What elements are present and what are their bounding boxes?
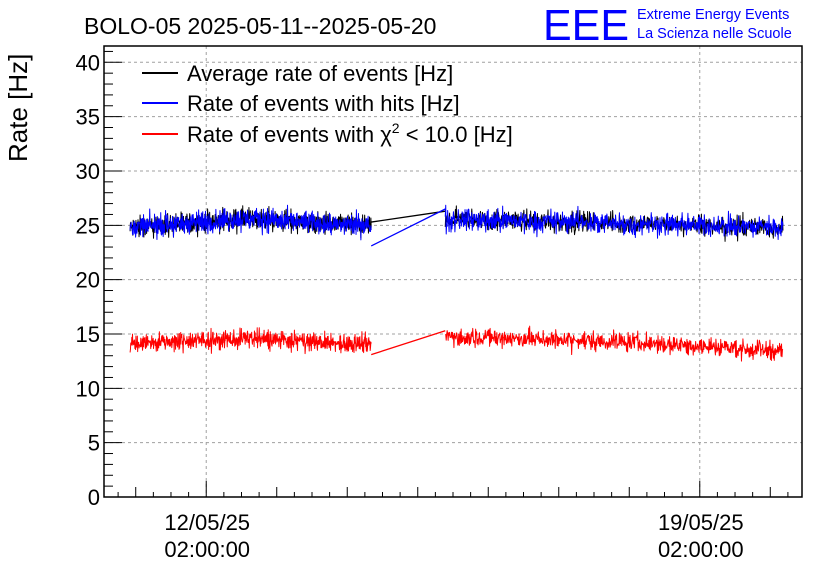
y-tick-label: 15	[76, 322, 100, 347]
x-tick-label-date: 12/05/25	[164, 510, 250, 535]
x-tick-label-time: 02:00:00	[658, 537, 744, 562]
legend-label-0: Average rate of events [Hz]	[187, 61, 453, 86]
x-tick-label-date: 19/05/25	[658, 510, 744, 535]
eee-logo: EEE Extreme Energy Events La Scienza nel…	[543, 1, 792, 50]
legend-label-superscript: 2	[392, 120, 400, 136]
legend-label-suffix: < 10.0 [Hz]	[400, 122, 513, 147]
legend-label-1: Rate of events with hits [Hz]	[187, 91, 460, 116]
series-2	[129, 325, 784, 362]
y-axis-label: Rate [Hz]	[3, 54, 33, 162]
series-layer	[129, 204, 784, 362]
legend: Average rate of events [Hz] Rate of event…	[142, 61, 513, 147]
eee-logo-line1: Extreme Energy Events	[637, 7, 789, 23]
y-tick-label: 0	[88, 485, 100, 510]
chart-title: BOLO-05 2025-05-11--2025-05-20	[84, 13, 436, 39]
series-2-gap-line	[371, 330, 446, 356]
series-1-gap-line	[370, 208, 446, 247]
y-axis: 0 5 10 15 20 25 30 35 40	[76, 50, 122, 510]
y-tick-label: 30	[76, 159, 100, 184]
legend-label-symbol: χ	[380, 122, 392, 147]
series-2-segment-1	[445, 325, 784, 362]
x-tick-label-time: 02:00:00	[164, 537, 250, 562]
legend-label-2: Rate of events with χ2 < 10.0 [Hz]	[187, 120, 513, 147]
grid-lines	[104, 46, 802, 497]
eee-logo-mark: EEE	[543, 1, 629, 50]
series-0-gap-line	[371, 210, 446, 223]
y-tick-label: 25	[76, 213, 100, 238]
series-1-segment-1	[444, 204, 784, 240]
series-1-segment-0	[129, 204, 372, 241]
series-1	[129, 204, 784, 247]
eee-logo-line2: La Scienza nelle Scuole	[637, 26, 792, 42]
legend-label-prefix: Rate of events with	[187, 122, 380, 147]
series-2-segment-0	[129, 327, 372, 355]
y-tick-label: 10	[76, 376, 100, 401]
y-tick-label: 40	[76, 50, 100, 75]
y-tick-label: 20	[76, 268, 100, 293]
y-tick-label: 35	[76, 105, 100, 130]
y-tick-label: 5	[88, 431, 100, 456]
